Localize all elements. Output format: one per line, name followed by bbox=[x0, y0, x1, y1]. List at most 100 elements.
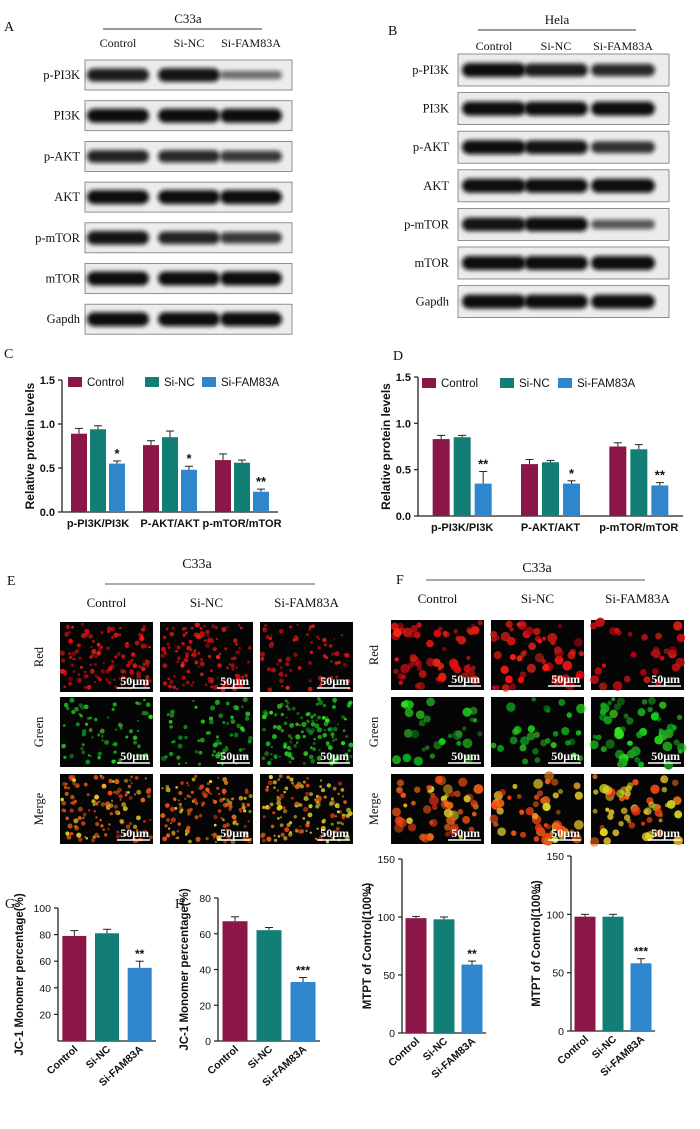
cell-dot bbox=[567, 651, 576, 660]
cell-dot bbox=[660, 729, 667, 736]
cell-dot bbox=[625, 785, 632, 792]
cell-dot bbox=[216, 786, 220, 790]
cell-dot bbox=[190, 790, 194, 794]
cell-dot bbox=[337, 792, 340, 796]
cell-dot bbox=[137, 632, 142, 637]
cell-dot bbox=[146, 787, 152, 792]
cell-dot bbox=[312, 713, 317, 717]
cell-dot bbox=[289, 740, 293, 744]
cell-dot bbox=[647, 706, 653, 713]
cell-dot bbox=[646, 816, 653, 823]
cell-dot bbox=[118, 758, 123, 763]
cell-dot bbox=[222, 776, 228, 782]
cell-dot bbox=[410, 625, 418, 633]
cell-dot bbox=[186, 829, 190, 833]
cell-dot bbox=[343, 800, 347, 804]
cell-dot bbox=[181, 627, 186, 631]
cell-dot bbox=[71, 625, 74, 629]
cell-dot bbox=[331, 736, 334, 739]
cell-dot bbox=[130, 658, 134, 662]
cell-dot bbox=[315, 718, 318, 722]
cell-dot bbox=[345, 678, 351, 684]
cell-dot bbox=[235, 681, 241, 687]
cell-dot bbox=[278, 755, 282, 759]
cell-dot bbox=[76, 677, 82, 683]
cell-dot bbox=[532, 801, 539, 808]
cell-dot bbox=[207, 679, 211, 684]
cell-dot bbox=[323, 729, 326, 732]
blot-band bbox=[462, 178, 526, 193]
cell-dot bbox=[276, 725, 282, 731]
cell-dot bbox=[112, 780, 115, 783]
cell-dot bbox=[280, 832, 285, 837]
cell-dot bbox=[599, 713, 607, 721]
cell-dot bbox=[243, 824, 247, 828]
cell-dot bbox=[493, 821, 499, 827]
cell-dot bbox=[309, 625, 313, 629]
legend-swatch bbox=[500, 378, 514, 388]
cell-dot bbox=[214, 840, 218, 843]
cell-dot bbox=[180, 663, 185, 668]
cell-dot bbox=[499, 789, 506, 796]
scale-bar-label: 50μm bbox=[651, 672, 680, 686]
cell-dot bbox=[84, 722, 89, 726]
cell-dot bbox=[288, 821, 293, 825]
cell-dot bbox=[429, 818, 438, 827]
cell-dot bbox=[81, 821, 86, 826]
cell-dot bbox=[564, 680, 575, 691]
cell-dot bbox=[230, 663, 235, 668]
cell-dot bbox=[229, 733, 234, 737]
cell-dot bbox=[279, 816, 282, 819]
cell-dot bbox=[280, 728, 285, 733]
cell-dot bbox=[188, 839, 192, 844]
blot-band bbox=[462, 101, 526, 116]
cell-dot bbox=[624, 790, 631, 797]
cell-dot bbox=[165, 817, 171, 823]
blot-band bbox=[591, 256, 655, 270]
cell-dot bbox=[226, 722, 230, 725]
cell-dot bbox=[122, 806, 128, 812]
cell-dot bbox=[423, 715, 431, 723]
cell-dot bbox=[334, 815, 338, 818]
cell-dot bbox=[458, 835, 463, 840]
cell-dot bbox=[247, 820, 250, 823]
cell-dot bbox=[89, 669, 95, 674]
cell-dot bbox=[214, 699, 220, 705]
cell-dot bbox=[167, 827, 171, 830]
cell-dot bbox=[228, 804, 233, 809]
cell-dot bbox=[290, 796, 294, 800]
cell-dot bbox=[605, 807, 610, 812]
cell-dot bbox=[218, 652, 222, 656]
row-label: mTOR bbox=[415, 256, 450, 270]
cell-dot bbox=[305, 783, 310, 788]
cell-dot bbox=[332, 705, 336, 709]
cell-dot bbox=[453, 665, 462, 674]
cell-dot bbox=[269, 802, 274, 807]
cell-dot bbox=[200, 719, 205, 724]
cell-dot bbox=[623, 713, 629, 719]
cell-dot bbox=[242, 747, 245, 751]
cell-dot bbox=[194, 774, 198, 778]
cell-dot bbox=[70, 663, 75, 667]
cell-dot bbox=[75, 722, 80, 727]
column-label: Si-NC bbox=[190, 595, 223, 610]
cell-dot bbox=[322, 818, 326, 823]
y-tick-label: 0.5 bbox=[40, 463, 55, 475]
significance-mark: ** bbox=[655, 468, 666, 483]
cell-dot bbox=[247, 739, 252, 744]
cell-dot bbox=[531, 697, 536, 702]
cell-dot bbox=[266, 785, 269, 789]
cell-dot bbox=[114, 790, 120, 795]
cell-dot bbox=[288, 747, 292, 751]
cell-dot bbox=[77, 806, 83, 812]
cell-dot bbox=[80, 622, 85, 627]
cell-dot bbox=[140, 636, 144, 640]
cell-dot bbox=[220, 816, 223, 820]
cell-dot bbox=[291, 781, 294, 785]
cell-dot bbox=[108, 803, 114, 808]
cell-dot bbox=[577, 755, 583, 762]
y-tick-label: 40 bbox=[39, 983, 51, 995]
cell-dot bbox=[193, 649, 197, 652]
cell-dot bbox=[144, 681, 150, 687]
cell-dot bbox=[319, 785, 322, 788]
